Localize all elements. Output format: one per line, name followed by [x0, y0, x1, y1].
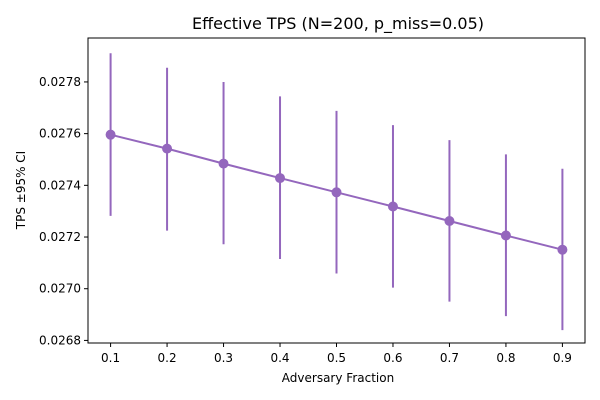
x-tick-label: 0.6	[383, 351, 402, 365]
data-point	[387, 201, 398, 212]
data-point	[331, 187, 342, 198]
x-tick-label: 0.2	[158, 351, 177, 365]
y-tick-label: 0.0276	[39, 127, 81, 141]
data-point	[557, 244, 568, 255]
data-point	[218, 158, 229, 169]
x-tick-label: 0.8	[496, 351, 515, 365]
y-axis-title: TPS ±95% CI	[14, 151, 28, 230]
y-tick-label: 0.0278	[39, 75, 81, 89]
y-tick-label: 0.0268	[39, 333, 81, 347]
x-tick-label: 0.3	[214, 351, 233, 365]
y-tick-label: 0.0274	[39, 178, 81, 192]
x-axis-title: Adversary Fraction	[282, 371, 394, 385]
x-tick-label: 0.1	[101, 351, 120, 365]
chart-title: Effective TPS (N=200, p_miss=0.05)	[192, 14, 484, 34]
x-tick-label: 0.9	[553, 351, 572, 365]
series-markers	[105, 129, 568, 255]
y-tick-label: 0.0270	[39, 282, 81, 296]
data-point	[275, 173, 286, 184]
data-point	[162, 143, 173, 154]
x-axis-ticks: 0.1 0.2 0.3 0.4 0.5 0.6 0.7 0.8 0.9	[101, 343, 572, 365]
data-point	[500, 230, 511, 241]
y-tick-label: 0.0272	[39, 230, 81, 244]
x-tick-label: 0.4	[270, 351, 289, 365]
x-tick-label: 0.5	[327, 351, 346, 365]
x-tick-label: 0.7	[440, 351, 459, 365]
data-point	[444, 216, 455, 226]
data-point	[105, 129, 116, 140]
plot-frame	[87, 37, 586, 344]
y-axis-ticks: 0.0268 0.0270 0.0272 0.0274 0.0276 0.0278	[39, 75, 88, 347]
